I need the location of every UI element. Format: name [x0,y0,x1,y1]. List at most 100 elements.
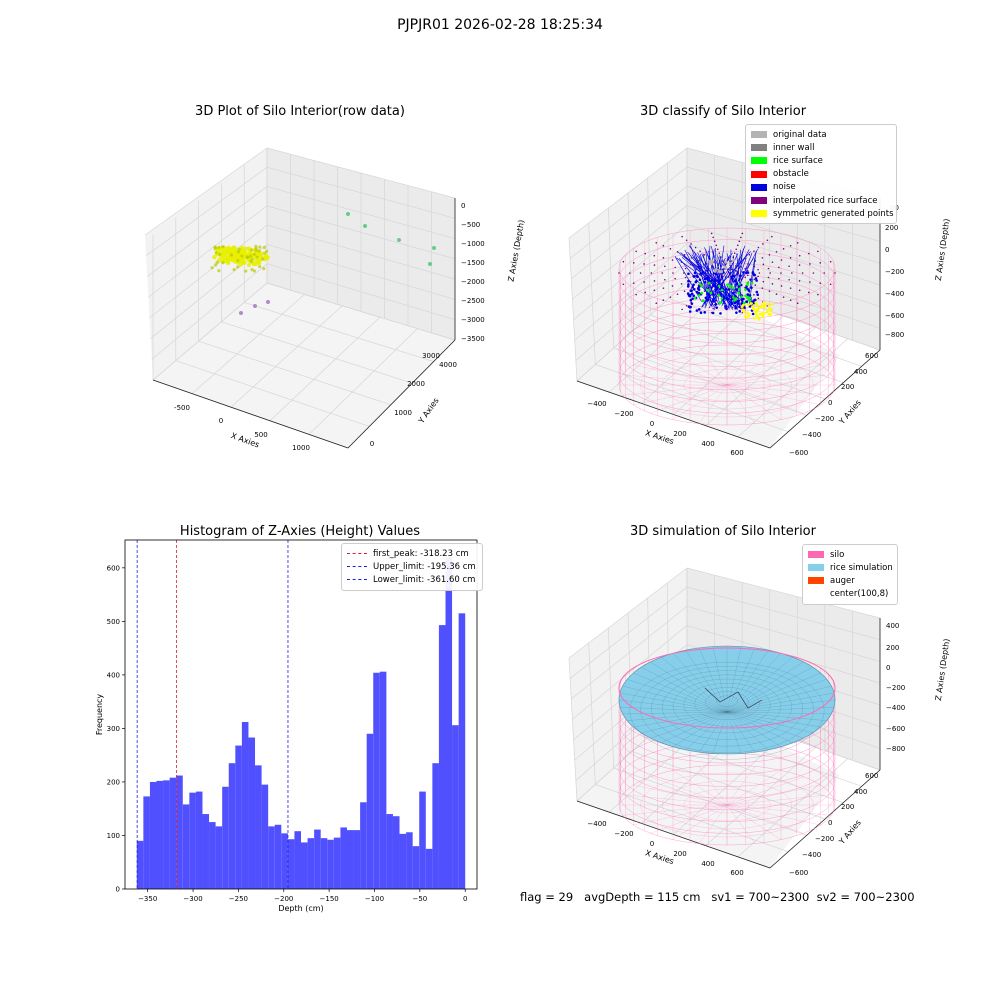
interpolated-point [778,266,780,269]
grid-line [266,244,456,300]
y-tick-label: 200 [841,803,854,811]
interpolated-point [681,308,683,311]
grid-line [151,263,268,360]
noise-point [689,305,692,309]
rice-mesh [726,711,827,721]
interpolated-point [710,232,713,235]
histogram-bar [163,780,170,889]
histogram-bar [222,786,229,889]
interpolated-point [664,265,666,268]
interpolated-point [740,236,742,239]
noise-point [687,283,690,286]
data-point [346,212,350,216]
y-tick-label: −200 [815,415,834,423]
grid-line [244,302,434,362]
noise-stroke [674,256,702,302]
original-point [724,266,728,270]
panel1-title: 3D Plot of Silo Interior(row data) [195,104,405,119]
rice-mesh [627,679,728,713]
interpolated-point [798,289,801,292]
y-tick-label: 300 [107,725,120,733]
rice-mesh [726,657,793,713]
interpolated-point [664,278,666,281]
z-tick-label: 200 [885,224,898,232]
rice-surface-point [733,298,737,302]
noise-point [747,289,751,292]
legend-swatch [751,183,767,191]
rice-mesh [627,711,728,721]
grid-line [686,205,881,264]
rice-mesh [712,711,728,754]
noise-point [691,297,694,300]
original-point [710,259,714,263]
silo-wire [698,384,728,424]
x-tick-label: 200 [673,850,686,858]
x-tick-label: 0 [219,417,223,425]
x-tick-label: −400 [587,820,606,828]
grid-line [149,224,268,319]
noise-stroke [705,245,711,302]
legend-item-original-data: original data [751,128,891,141]
noise-point [734,304,737,308]
interpolated-point [746,269,749,272]
interpolated-point [674,266,676,269]
rice-mesh [726,692,835,713]
symmetric-point [747,314,751,318]
histogram-bar [143,796,150,889]
rice-surface-point [737,287,741,291]
legend-item-rice-simulation: rice simulation [808,561,893,574]
interpolated-point [754,284,757,286]
interpolated-point [757,275,759,278]
grid-line [266,166,456,219]
rice-point [221,261,225,265]
x-tick-label: 1000 [292,444,310,452]
grid-line [144,147,268,236]
grid-line [266,263,456,321]
interpolated-point [684,276,687,279]
interpolated-point [653,264,656,266]
interpolated-point [812,272,815,274]
rice-surface-point [732,286,736,290]
interpolated-point [782,296,785,298]
interpolated-point [694,246,697,249]
original-point [724,260,728,264]
symmetric-point [759,305,763,309]
rice-mesh [726,711,756,753]
z-tick-label: −3500 [461,335,485,343]
noise-point [687,272,690,276]
interpolated-point [757,246,760,249]
histogram-bar [176,775,183,889]
noise-point [705,276,709,280]
grid-line [269,316,381,422]
interpolated-point [807,291,810,294]
noise-point [719,312,722,315]
legend-item-upper-limit: Upper_limit: -195.36 cm [347,560,477,573]
original-point [714,268,718,272]
grid-line [568,237,578,382]
legend-item-rice-surface: rice surface [751,154,891,167]
symmetric-point [752,316,756,320]
rice-point [238,259,243,264]
rice-point [225,258,230,263]
histogram-bar [274,824,282,889]
noise-point [756,293,760,297]
x-tick-label: −50 [412,895,427,903]
rice-mesh [726,653,782,713]
interpolated-point [680,283,683,285]
x-tick-label: 500 [254,431,267,439]
legend-item-symmetric: symmetric generated points [751,207,894,220]
grid-line [266,282,456,341]
rice-mesh [685,711,728,751]
interpolated-point [767,276,770,279]
y-axis-label: Frequency [95,694,104,736]
interpolated-point [834,272,836,274]
legend-line [347,579,367,581]
interpolated-point [632,262,635,264]
x-tick-label: −350 [138,895,157,903]
rice-mesh [726,661,804,713]
x-tick-label: −150 [320,895,339,903]
y-tick-label: −600 [789,449,808,457]
silo-wire [622,384,728,396]
noise-point [698,278,702,282]
